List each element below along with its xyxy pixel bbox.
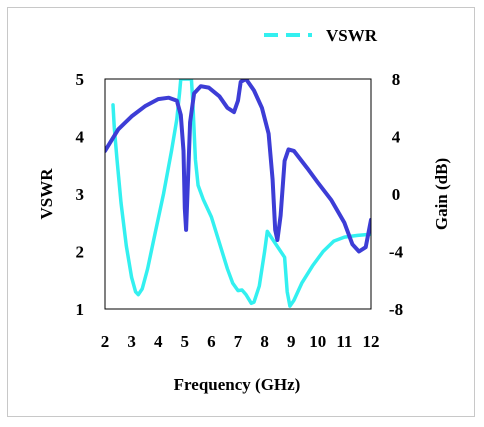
y2-tick-label: -8 — [389, 300, 403, 319]
y-tick-label: 2 — [76, 243, 85, 262]
y-tick-label: 3 — [76, 185, 85, 204]
x-tick-label: 3 — [127, 332, 136, 351]
y-tick-label: 4 — [76, 128, 85, 147]
x-tick-label: 2 — [101, 332, 110, 351]
x-tick-label: 5 — [181, 332, 190, 351]
x-axis-title: Frequency (GHz) — [174, 375, 301, 394]
x-tick-label: 11 — [336, 332, 352, 351]
x-tick-label: 6 — [207, 332, 216, 351]
plot-area-border — [104, 78, 372, 310]
x-tick-label: 7 — [234, 332, 243, 351]
x-tick-label: 12 — [363, 332, 380, 351]
x-tick-label: 9 — [287, 332, 296, 351]
y2-tick-label: 4 — [392, 128, 401, 147]
y-tick-label: 1 — [76, 300, 85, 319]
legend-label-vswr: VSWR — [326, 26, 378, 45]
y-tick-label: 5 — [76, 70, 85, 89]
x-tick-label: 8 — [260, 332, 269, 351]
chart-frame — [7, 7, 475, 417]
series-line-vswr — [111, 79, 371, 308]
y2-axis-title: Gain (dB) — [432, 158, 451, 230]
series-line-gain — [105, 79, 371, 254]
x-tick-label: 4 — [154, 332, 163, 351]
y-axis-title: VSWR — [37, 168, 56, 220]
y2-tick-label: -4 — [389, 243, 404, 262]
y2-tick-label: 8 — [392, 70, 401, 89]
y2-tick-label: 0 — [392, 185, 401, 204]
legend: VSWR — [264, 26, 378, 45]
x-tick-label: 10 — [309, 332, 326, 351]
